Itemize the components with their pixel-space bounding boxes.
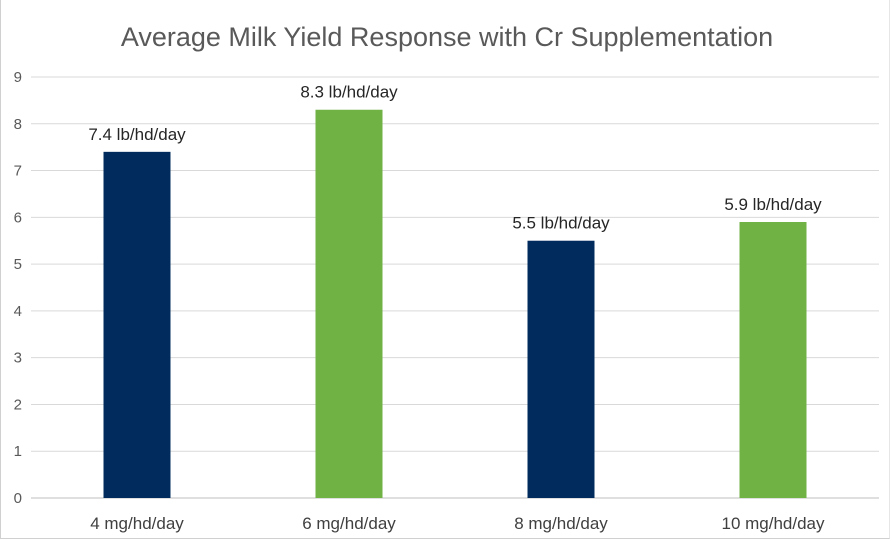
- y-tick-label: 4: [14, 303, 22, 320]
- data-label: 5.9 lb/hd/day: [724, 195, 822, 214]
- x-tick-label: 6 mg/hd/day: [302, 514, 396, 533]
- y-tick-label: 3: [14, 350, 22, 367]
- y-tick-label: 7: [14, 163, 22, 180]
- bar: [527, 240, 595, 498]
- y-tick-label: 2: [14, 396, 22, 413]
- bar: [103, 151, 171, 498]
- x-tick-label: 8 mg/hd/day: [514, 514, 608, 533]
- bar: [315, 109, 383, 498]
- data-label: 7.4 lb/hd/day: [88, 125, 186, 144]
- bar: [739, 222, 807, 498]
- y-tick-label: 8: [14, 116, 22, 133]
- chart-title: Average Milk Yield Response with Cr Supp…: [120, 22, 774, 52]
- data-label: 8.3 lb/hd/day: [300, 83, 398, 102]
- x-tick-label: 4 mg/hd/day: [90, 514, 184, 533]
- y-tick-label: 9: [14, 69, 22, 86]
- y-tick-label: 1: [14, 443, 22, 460]
- y-tick-label: 0: [14, 490, 22, 507]
- y-tick-label: 5: [14, 256, 22, 273]
- data-label: 5.5 lb/hd/day: [512, 214, 610, 233]
- x-tick-label: 10 mg/hd/day: [721, 514, 825, 533]
- y-tick-label: 6: [14, 209, 22, 226]
